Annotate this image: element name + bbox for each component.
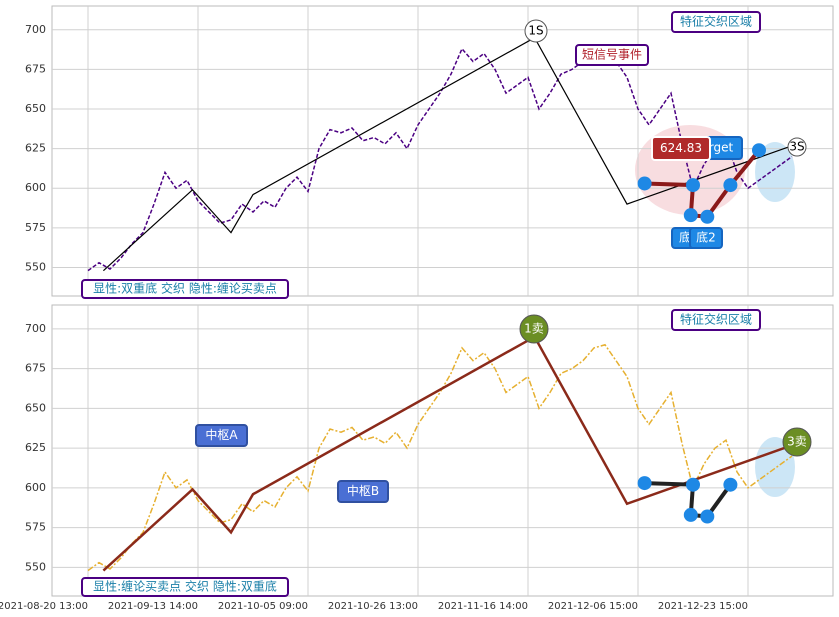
annotation-box <box>575 44 649 66</box>
annotation-box <box>337 480 389 503</box>
panel-frame <box>51 304 834 597</box>
annotation-box <box>651 136 711 161</box>
y-tick-label: 675 <box>25 362 46 375</box>
annotation-marker <box>787 137 807 157</box>
annotation-label: 特征交织区域 <box>680 14 752 29</box>
y-tick-label: 550 <box>25 560 46 573</box>
signal-point <box>700 509 715 524</box>
x-tick-label: 2021-11-16 14:00 <box>438 601 528 612</box>
annotation-box <box>671 309 761 331</box>
annotation-label: 底 <box>679 230 691 245</box>
x-tick-label: 2021-10-26 13:00 <box>328 601 418 612</box>
signal-point <box>686 477 700 492</box>
price-line <box>87 44 793 272</box>
x-tick-label: 2021-10-05 09:00 <box>218 601 308 612</box>
signal-point <box>683 208 698 223</box>
signal-point <box>723 477 738 492</box>
annotation-label: 显性:缠论买卖点 交织 隐性:双重底 <box>93 579 277 594</box>
y-tick-label: 650 <box>25 401 46 414</box>
annotation-label: 3卖 <box>787 435 807 449</box>
annotation-label: 624.83 <box>660 141 702 155</box>
annotation-label: 特征交织区域 <box>680 312 752 327</box>
x-tick-label: 2021-12-06 15:00 <box>548 601 638 612</box>
annotation-marker <box>782 427 812 457</box>
annotation-label: 显性:双重底 交织 隐性:缠论买卖点 <box>93 281 277 296</box>
annotation-box <box>671 11 761 33</box>
y-tick-label: 600 <box>25 181 46 194</box>
y-tick-label: 600 <box>25 481 46 494</box>
y-tick-label: 700 <box>25 23 46 36</box>
annotation-label: 1S <box>528 24 543 38</box>
signal-path <box>644 148 761 219</box>
highlight-zone <box>755 142 795 202</box>
annotation-marker <box>519 314 549 344</box>
signal-point <box>637 176 652 191</box>
signal-point <box>700 209 715 224</box>
annotation-box <box>195 424 248 447</box>
x-tick-label: 2021-12-23 15:00 <box>658 601 748 612</box>
zigzag-line <box>102 335 798 572</box>
x-tick-label: 2021-09-13 14:00 <box>108 601 198 612</box>
highlight-zone <box>755 437 795 497</box>
annotation-box <box>81 279 289 299</box>
y-tick-label: 575 <box>25 221 46 234</box>
annotation-label: 短信号事件 <box>582 48 642 62</box>
annotation-label: 中枢B <box>347 483 379 498</box>
price-line <box>87 343 793 572</box>
signal-point <box>686 178 700 193</box>
zigzag-line <box>102 36 798 272</box>
y-tick-label: 575 <box>25 521 46 534</box>
signal-point <box>683 507 698 522</box>
y-tick-label: 650 <box>25 102 46 115</box>
annotation-label: 3S <box>789 140 804 154</box>
annotation-label: 底2 <box>696 230 716 245</box>
annotation-box <box>689 227 723 249</box>
y-tick-label: 625 <box>25 142 46 155</box>
annotation-label: rget <box>709 141 734 155</box>
annotation-label: 1卖 <box>524 322 544 336</box>
signal-point <box>637 476 652 491</box>
annotation-label: 中枢A <box>205 427 238 442</box>
signal-point <box>723 178 738 193</box>
signal-point <box>752 143 766 158</box>
annotation-marker <box>524 19 548 43</box>
annotation-box <box>81 577 289 597</box>
y-tick-label: 550 <box>25 260 46 273</box>
y-tick-label: 675 <box>25 62 46 75</box>
y-tick-label: 625 <box>25 441 46 454</box>
x-tick-label: 2021-08-20 13:00 <box>0 601 88 612</box>
y-tick-label: 700 <box>25 322 46 335</box>
